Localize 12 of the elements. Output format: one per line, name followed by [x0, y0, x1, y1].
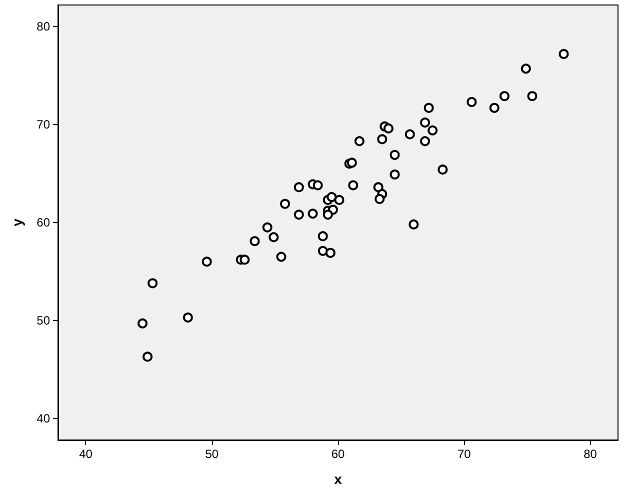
y-tick-label: 40 — [36, 411, 50, 426]
y-tick-label: 60 — [36, 216, 50, 230]
x-axis-title: x — [334, 471, 342, 487]
x-tick-label: 50 — [205, 447, 219, 461]
x-tick-label: 40 — [79, 447, 93, 461]
x-tick-label: 70 — [457, 447, 472, 461]
y-tick-label: 80 — [36, 20, 50, 34]
y-tick-label: 50 — [36, 313, 50, 328]
x-tick-label: 80 — [584, 447, 598, 461]
x-tick-label: 60 — [331, 447, 345, 461]
y-axis-title: y — [9, 218, 25, 226]
y-tick-label: 70 — [36, 118, 50, 132]
